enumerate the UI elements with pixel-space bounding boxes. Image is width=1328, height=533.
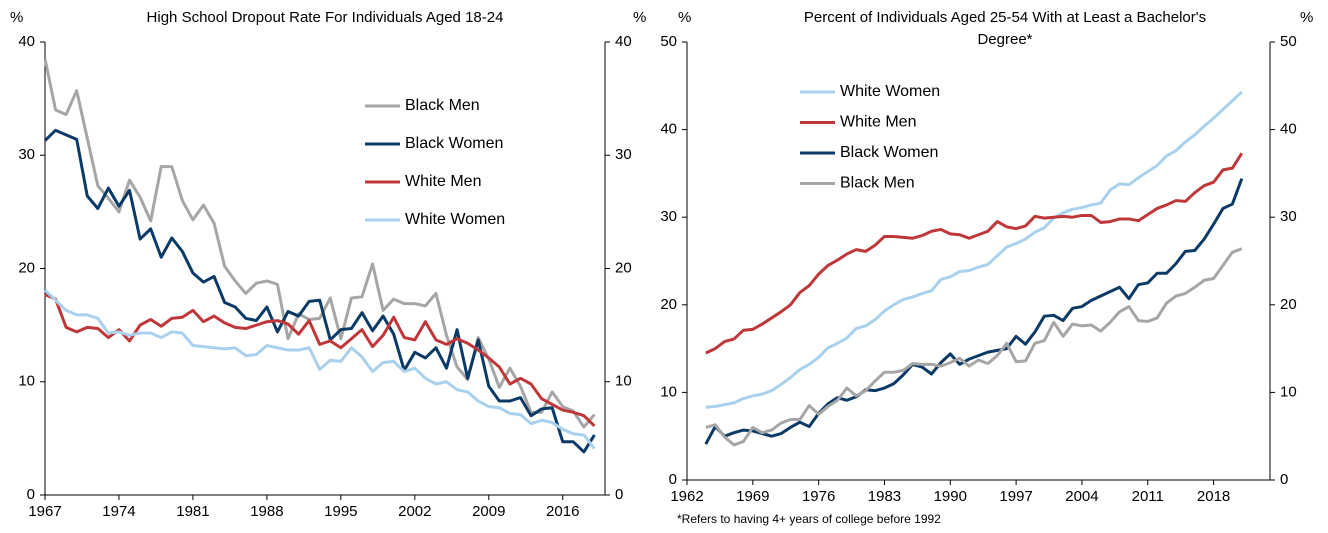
x-tick-label: 2002 xyxy=(398,503,431,520)
y2-tick-label: 0 xyxy=(1280,471,1288,488)
y-tick-label: 0 xyxy=(669,471,677,488)
series-line xyxy=(704,178,1244,445)
y2-tick-label: 40 xyxy=(615,33,632,50)
legend-label: Black Women xyxy=(405,135,503,152)
footnote: *Refers to having 4+ years of college be… xyxy=(677,512,941,526)
x-tick-label: 2018 xyxy=(1197,488,1230,505)
y2-tick-label: 30 xyxy=(615,146,632,163)
x-tick-label: 2011 xyxy=(1132,488,1164,505)
y-tick-label: 50 xyxy=(660,33,677,50)
legend-label: White Women xyxy=(840,83,940,100)
x-tick-label: 1969 xyxy=(736,488,769,505)
legend-label: White Men xyxy=(840,114,916,131)
y-tick-label: 0 xyxy=(27,486,35,503)
x-tick-label: 2016 xyxy=(546,503,579,520)
y-tick-label: 10 xyxy=(660,383,677,400)
y2-axis-label: % xyxy=(633,9,646,26)
series-line xyxy=(705,152,1244,355)
x-tick-label: 2009 xyxy=(472,503,505,520)
y2-tick-label: 40 xyxy=(1280,121,1297,138)
series-line xyxy=(44,293,596,427)
y-tick-label: 40 xyxy=(18,33,35,50)
legend-label: Black Men xyxy=(405,97,480,114)
x-tick-label: 1988 xyxy=(250,503,283,520)
y2-axis-label: % xyxy=(1300,9,1313,26)
y2-tick-label: 10 xyxy=(1280,383,1297,400)
series-line xyxy=(43,288,596,450)
x-tick-label: 1962 xyxy=(670,488,703,505)
series-line xyxy=(705,90,1243,409)
y-tick-label: 10 xyxy=(18,373,35,390)
chart-title: High School Dropout Rate For Individuals… xyxy=(147,9,504,26)
x-tick-label: 1976 xyxy=(802,488,835,505)
x-tick-label: 1981 xyxy=(176,503,209,520)
y2-tick-label: 50 xyxy=(1280,33,1297,50)
y-axis-label: % xyxy=(678,9,691,26)
series-line xyxy=(43,58,596,429)
legend-label: White Men xyxy=(405,173,481,190)
x-tick-label: 2004 xyxy=(1065,488,1098,505)
legend-label: Black Women xyxy=(840,144,938,161)
series-line xyxy=(705,247,1243,447)
y2-tick-label: 20 xyxy=(1280,296,1297,313)
series-line xyxy=(43,128,596,454)
x-tick-label: 1990 xyxy=(934,488,967,505)
x-tick-label: 1997 xyxy=(999,488,1032,505)
y-tick-label: 20 xyxy=(18,259,35,276)
y-tick-label: 40 xyxy=(660,121,677,138)
chart-title: Degree* xyxy=(977,31,1032,48)
y-tick-label: 30 xyxy=(660,208,677,225)
x-tick-label: 1967 xyxy=(28,503,61,520)
x-tick-label: 1974 xyxy=(102,503,135,520)
y-tick-label: 20 xyxy=(660,296,677,313)
x-tick-label: 1983 xyxy=(868,488,901,505)
y2-tick-label: 10 xyxy=(615,373,632,390)
legend-label: White Women xyxy=(405,211,505,228)
chart-title: Percent of Individuals Aged 25-54 With a… xyxy=(804,9,1206,26)
y2-tick-label: 0 xyxy=(615,486,623,503)
y-tick-label: 30 xyxy=(18,146,35,163)
y2-tick-label: 30 xyxy=(1280,208,1297,225)
x-tick-label: 1995 xyxy=(324,503,357,520)
y2-tick-label: 20 xyxy=(615,259,632,276)
legend-label: Black Men xyxy=(840,175,915,192)
y-axis-label: % xyxy=(10,9,23,26)
